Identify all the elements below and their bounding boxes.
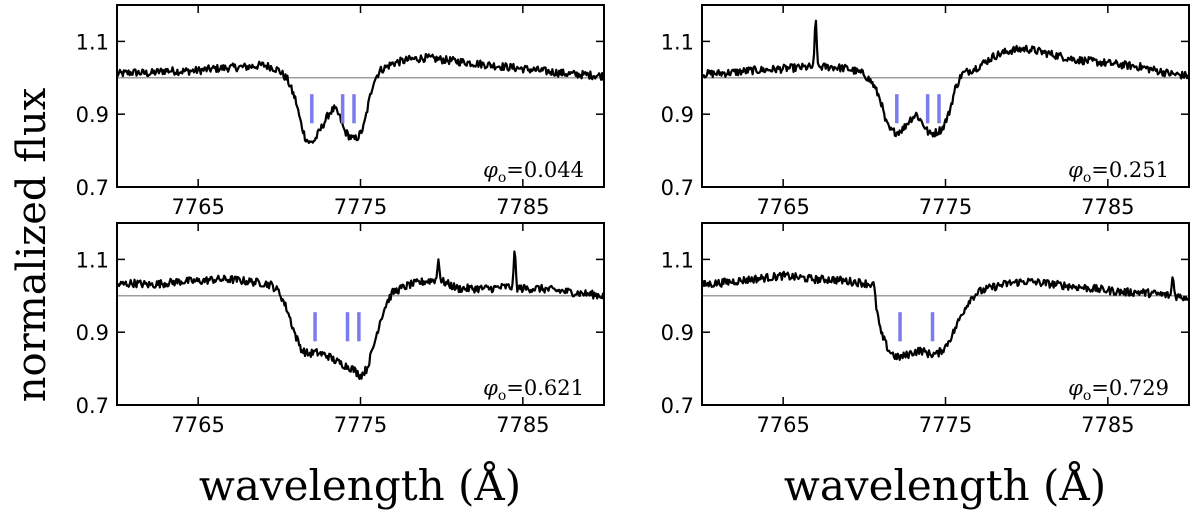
y-tick-label: 0.9 — [661, 321, 694, 345]
x-tick-label: 7765 — [756, 413, 809, 437]
x-tick-label: 7785 — [496, 413, 549, 437]
panel-bottom-left: 0.7 0.9 1.1 7765 7775 7785 φo=0.621 — [76, 222, 605, 437]
y-tick-label: 0.7 — [76, 176, 109, 200]
y-tick-label: 0.9 — [76, 321, 109, 345]
x-tick-label: 7775 — [919, 195, 972, 219]
x-axis-label-right: wavelength (Å) — [784, 460, 1106, 510]
y-tick-label: 0.7 — [76, 394, 109, 418]
y-tick-label: 0.9 — [76, 103, 109, 127]
panel-bottom-right: 0.7 0.9 1.1 7765 7775 7785 φo=0.729 — [661, 222, 1190, 437]
y-tick-label: 1.1 — [661, 248, 694, 272]
x-axis-label-left: wavelength (Å) — [199, 460, 521, 510]
phase-label: φo=0.729 — [1068, 376, 1169, 404]
x-tick-label: 7775 — [334, 413, 387, 437]
phase-label: φo=0.044 — [483, 158, 584, 186]
x-tick-label: 7765 — [171, 413, 224, 437]
y-tick-label: 1.1 — [76, 248, 109, 272]
x-tick-label: 7765 — [171, 195, 224, 219]
y-tick-label: 0.7 — [661, 394, 694, 418]
spectrum-line — [117, 52, 604, 145]
x-tick-label: 7785 — [496, 195, 549, 219]
panel-top-left: 0.7 0.9 1.1 7765 7775 7785 φo=0.044 — [76, 4, 605, 219]
y-tick-label: 1.1 — [661, 30, 694, 54]
spectrum-line — [117, 250, 604, 380]
y-axis-label: normalized flux — [9, 87, 55, 402]
x-tick-label: 7775 — [919, 413, 972, 437]
y-tick-label: 0.7 — [661, 176, 694, 200]
panel-top-right: 0.7 0.9 1.1 7765 7775 7785 φo=0.251 — [661, 4, 1190, 219]
x-tick-label: 7765 — [756, 195, 809, 219]
y-tick-label: 1.1 — [76, 30, 109, 54]
spectrum-line — [702, 270, 1189, 361]
y-tick-label: 0.9 — [661, 103, 694, 127]
spectrum-line — [702, 19, 1189, 138]
x-tick-label: 7785 — [1081, 195, 1134, 219]
x-tick-label: 7785 — [1081, 413, 1134, 437]
x-tick-label: 7775 — [334, 195, 387, 219]
phase-label: φo=0.251 — [1068, 158, 1169, 186]
phase-label: φo=0.621 — [483, 376, 584, 404]
